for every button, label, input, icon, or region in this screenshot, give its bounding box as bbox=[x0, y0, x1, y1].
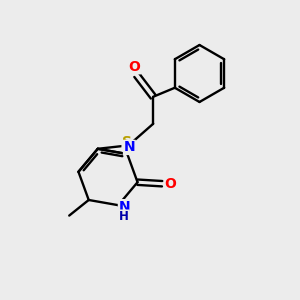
Text: O: O bbox=[129, 60, 141, 74]
Text: S: S bbox=[122, 135, 132, 149]
Text: O: O bbox=[165, 177, 176, 191]
Text: N: N bbox=[124, 140, 135, 154]
Text: H: H bbox=[119, 210, 129, 223]
Text: N: N bbox=[118, 200, 130, 214]
